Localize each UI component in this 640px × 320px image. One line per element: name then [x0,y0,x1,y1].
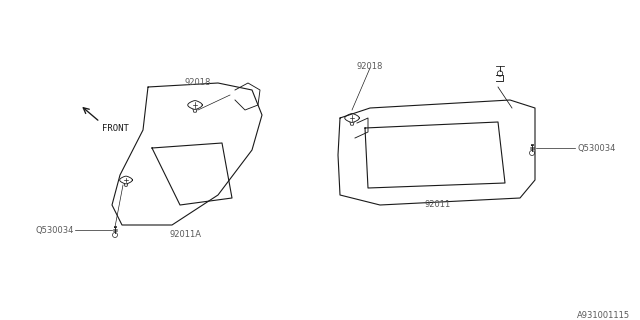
Text: 92011: 92011 [425,200,451,209]
Text: 92011A: 92011A [169,230,201,239]
Text: Q530034: Q530034 [577,143,616,153]
Text: FRONT: FRONT [102,124,129,133]
Text: 92018: 92018 [357,62,383,71]
Text: A931001115: A931001115 [577,311,630,320]
Text: Q530034: Q530034 [36,226,74,235]
Text: 92018: 92018 [185,78,211,87]
